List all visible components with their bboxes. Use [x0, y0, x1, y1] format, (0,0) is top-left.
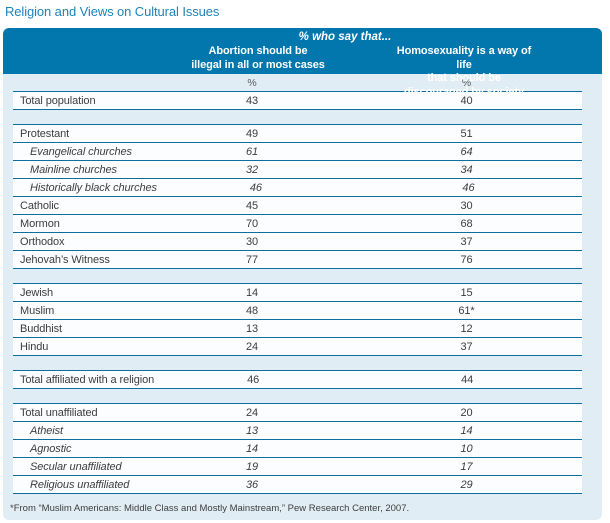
spacer-row — [13, 110, 582, 124]
table-row: Mainline churches 32 34 — [13, 160, 582, 178]
column-header-homosexuality: Homosexuality is a way of life that shou… — [396, 45, 532, 98]
homosexuality-value: 46 — [462, 181, 475, 194]
table-row: Muslim 48 61* — [13, 301, 582, 319]
row-label: Mormon — [20, 217, 60, 230]
row-label: Atheist — [30, 424, 63, 437]
abortion-value: 48 — [245, 304, 259, 317]
row-label: Religious unaffiliated — [30, 478, 130, 491]
row-label: Buddhist — [20, 322, 63, 335]
footnote: *From “Muslim Americans: Middle Class an… — [10, 503, 410, 514]
row-label: Catholic — [20, 199, 59, 212]
row-label: Mainline churches — [30, 163, 117, 176]
table-row: Jehovah’s Witness 77 76 — [13, 250, 582, 269]
table-row: Jewish 14 15 — [13, 283, 582, 301]
table-row: Agnostic 14 10 — [13, 439, 582, 457]
table-row: Buddhist 13 12 — [13, 319, 582, 337]
table-rows: Total population 43 40 Protestant 49 51 Evange… — [13, 91, 582, 494]
table-row: Atheist 13 14 — [13, 421, 582, 439]
homosexuality-value: 61* — [458, 304, 475, 317]
column-header-abortion: Abortion should be illegal in all or mos… — [191, 45, 325, 71]
table-row: Secular unaffiliated 19 17 — [13, 457, 582, 475]
homosexuality-value: 64 — [460, 145, 473, 158]
table-row: Catholic 45 30 — [13, 196, 582, 214]
homosexuality-value: 37 — [460, 235, 473, 248]
table-row: Historically black churches 46 46 — [13, 178, 582, 196]
row-label: Total affiliated with a religion — [20, 373, 155, 386]
abortion-value: 14 — [245, 442, 259, 455]
abortion-value: 19 — [245, 460, 259, 473]
abortion-value: 24 — [245, 406, 259, 419]
abortion-value: 30 — [245, 235, 259, 248]
homosexuality-value: 51 — [460, 127, 473, 140]
homosexuality-value: 44 — [461, 373, 474, 386]
row-label: Muslim — [20, 304, 55, 317]
unit-homosexuality: % — [461, 76, 472, 89]
row-label: Jewish — [20, 286, 54, 299]
table-row: Total population 43 40 — [13, 91, 582, 110]
table-row: Religious unaffiliated 36 29 — [13, 475, 582, 494]
spacer-row — [13, 269, 582, 283]
abortion-value: 13 — [245, 424, 259, 437]
row-label: Orthodox — [20, 235, 65, 248]
homosexuality-value: 15 — [460, 286, 473, 299]
abortion-value: 13 — [245, 322, 259, 335]
abortion-value: 46 — [249, 181, 262, 194]
spacer-row — [13, 389, 582, 403]
table-row: Hindu 24 37 — [13, 337, 582, 356]
row-label: Total unaffiliated — [20, 406, 98, 419]
abortion-value: 24 — [245, 340, 259, 353]
abortion-value: 46 — [247, 373, 260, 386]
homosexuality-value: 12 — [460, 322, 473, 335]
homosexuality-value: 37 — [460, 340, 473, 353]
row-label: Hindu — [20, 340, 49, 353]
table-row: Evangelical churches 61 64 — [13, 142, 582, 160]
abortion-value: 43 — [245, 94, 259, 107]
homosexuality-value: 14 — [460, 424, 473, 437]
abortion-value: 14 — [245, 286, 259, 299]
religion-views-table-panel: % who say that... Abortion should be ill… — [3, 28, 602, 520]
unit-abortion: % — [247, 76, 257, 89]
table-header-band: % who say that... Abortion should be ill… — [3, 28, 602, 98]
homosexuality-value: 34 — [460, 163, 473, 176]
row-label: Secular unaffiliated — [30, 460, 122, 473]
homosexuality-value: 29 — [460, 478, 473, 491]
row-label: Agnostic — [30, 442, 72, 455]
row-label: Protestant — [20, 127, 70, 140]
abortion-value: 36 — [245, 478, 259, 491]
table-row: Orthodox 30 37 — [13, 232, 582, 250]
homosexuality-value: 20 — [460, 406, 473, 419]
page-title: Religion and Views on Cultural Issues — [5, 4, 220, 19]
homosexuality-value: 68 — [460, 217, 473, 230]
row-label: Evangelical churches — [30, 145, 132, 158]
row-label: Jehovah’s Witness — [20, 253, 110, 266]
table-body: % % Total population 43 40 Protestant 49 51 Ev… — [13, 74, 582, 494]
homosexuality-value: 30 — [460, 199, 473, 212]
table-row: Protestant 49 51 — [13, 124, 582, 142]
homosexuality-value: 10 — [460, 442, 473, 455]
row-label: Total population — [20, 94, 96, 107]
abortion-value: 32 — [245, 163, 259, 176]
table-row: Total unaffiliated 24 20 — [13, 403, 582, 421]
unit-row: % % — [13, 74, 582, 91]
homosexuality-value: 76 — [460, 253, 473, 266]
table-row: Total affiliated with a religion 46 44 — [13, 370, 582, 389]
abortion-value: 49 — [245, 127, 259, 140]
table-row: Mormon 70 68 — [13, 214, 582, 232]
abortion-value: 70 — [245, 217, 259, 230]
abortion-value: 45 — [245, 199, 259, 212]
table-caption: % who say that... — [298, 31, 392, 43]
row-label: Historically black churches — [30, 181, 157, 194]
spacer-row — [13, 356, 582, 370]
abortion-value: 77 — [245, 253, 259, 266]
homosexuality-value: 17 — [460, 460, 473, 473]
homosexuality-value: 40 — [460, 94, 473, 107]
abortion-value: 61 — [245, 145, 259, 158]
